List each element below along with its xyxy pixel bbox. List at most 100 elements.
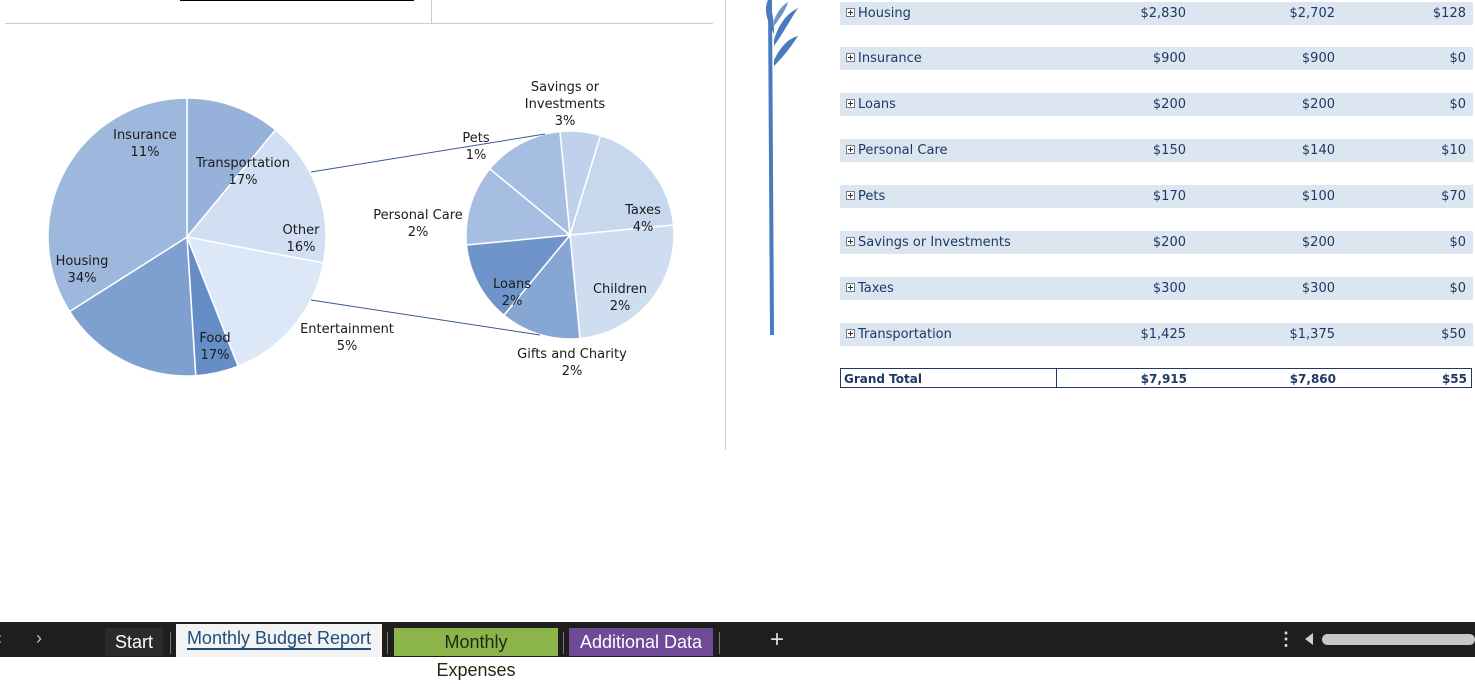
secondary-loans-label: Loans [493, 277, 531, 292]
pivot-row-taxes[interactable]: Taxes $300 $300 $0 [840, 277, 1473, 300]
row-label: Taxes [858, 281, 894, 296]
difference-value: $128 [1432, 6, 1466, 21]
budget-pie-chart[interactable]: Insurance 11% Transportation 17% Other 16% Ent… [0, 0, 725, 450]
main-housing-label: Housing [56, 254, 109, 269]
row-label: Personal Care [858, 143, 948, 158]
main-transportation-label: Transportation [195, 156, 290, 171]
pivot-row-pets[interactable]: Pets $170 $100 $70 [840, 185, 1473, 208]
header-cell-divider [431, 0, 432, 23]
expand-icon[interactable] [846, 329, 855, 338]
main-slice-insurance[interactable] [186, 97, 277, 240]
next-sheet-icon[interactable]: › [36, 628, 42, 648]
tab-monthly-budget-report[interactable]: Monthly Budget Report [176, 624, 382, 657]
difference-value: $50 [1441, 327, 1466, 342]
grand-total-label: Grand Total [844, 372, 922, 386]
main-insurance-percent: 11% [131, 145, 160, 160]
secondary-slice-loans[interactable] [465, 167, 572, 246]
row-label: Housing [858, 6, 911, 21]
secondary-slice-pets[interactable] [559, 130, 602, 236]
actual-value: $140 [1301, 143, 1335, 158]
expand-icon[interactable] [846, 191, 855, 200]
wheat-stalk-decoration [765, 0, 798, 335]
main-slice-transportation[interactable] [185, 128, 327, 264]
main-slice-housing[interactable] [47, 97, 188, 313]
projected-value: $200 [1152, 97, 1186, 112]
scroll-left-icon[interactable] [1305, 633, 1313, 645]
pivot-row-housing[interactable]: Housing $2,830 $2,702 $128 [840, 2, 1473, 25]
projected-value: $170 [1152, 189, 1186, 204]
main-food-label: Food [199, 331, 230, 346]
row-label: Loans [858, 97, 896, 112]
actual-value: $2,702 [1289, 6, 1336, 21]
expand-icon[interactable] [846, 237, 855, 246]
main-slice-food[interactable] [68, 235, 197, 377]
secondary-loans-percent: 2% [502, 294, 523, 309]
main-slice-other[interactable] [185, 236, 325, 368]
secondary-taxes-percent: 4% [633, 220, 654, 235]
secondary-gifts-and-charity-label: Gifts and Charity [517, 347, 627, 362]
actual-value: $1,375 [1289, 327, 1336, 342]
expand-icon[interactable] [846, 53, 855, 62]
pie-of-pie-chart: Insurance 11% Transportation 17% Other 16% Ent… [47, 80, 675, 379]
secondary-children-label: Children [593, 282, 647, 297]
header-underline [180, 0, 414, 1]
grand-total-actual: $7,860 [1289, 372, 1336, 386]
grand-total-row[interactable]: Grand Total $7,915 $7,860 $55 [840, 368, 1472, 388]
secondary-gifts-and-charity-percent: 2% [562, 364, 583, 379]
cell-border [1056, 369, 1057, 387]
actual-value: $200 [1301, 235, 1335, 250]
grand-total-difference: $55 [1441, 372, 1467, 386]
main-insurance-label: Insurance [113, 128, 177, 143]
tab-divider [170, 632, 171, 654]
horizontal-scrollbar[interactable] [1322, 634, 1475, 645]
secondary-children-percent: 2% [610, 299, 631, 314]
expand-icon[interactable] [846, 145, 855, 154]
prev-sheet-icon[interactable]: ‹ [0, 628, 2, 649]
secondary-savings-or-investments-label: Investments [525, 97, 606, 112]
projected-value: $200 [1152, 235, 1186, 250]
projected-value: $1,425 [1140, 327, 1187, 342]
main-other-label: Other [283, 223, 321, 238]
secondary-personal-care-label: Personal Care [373, 208, 463, 223]
tab-divider [563, 632, 564, 654]
pivot-row-savings[interactable]: Savings or Investments $200 $200 $0 [840, 231, 1473, 254]
tab-start[interactable]: Start [105, 628, 163, 656]
secondary-personal-care-percent: 2% [408, 225, 429, 240]
expand-icon[interactable] [846, 99, 855, 108]
sheet-tab-bar: ‹ › Start Monthly Budget Report Monthly … [0, 622, 1475, 680]
actual-value: $900 [1301, 51, 1335, 66]
projected-value: $900 [1152, 51, 1186, 66]
connector-line-top [310, 133, 546, 173]
secondary-pets-percent: 1% [466, 148, 487, 163]
secondary-slice-taxes[interactable] [569, 224, 675, 340]
difference-value: $70 [1441, 189, 1466, 204]
main-other-percent: 16% [287, 240, 316, 255]
actual-value: $100 [1301, 189, 1335, 204]
secondary-taxes-label: Taxes [624, 203, 661, 218]
projected-value: $150 [1152, 143, 1186, 158]
tab-monthly-expenses[interactable]: Monthly Expenses [394, 628, 558, 680]
actual-value: $300 [1301, 281, 1335, 296]
pivot-row-insurance[interactable]: Insurance $900 $900 $0 [840, 47, 1473, 70]
row-label: Pets [858, 189, 886, 204]
main-food-percent: 17% [201, 348, 230, 363]
expand-icon[interactable] [846, 283, 855, 292]
pivot-row-transportation[interactable]: Transportation $1,425 $1,375 $50 [840, 323, 1473, 346]
pivot-row-loans[interactable]: Loans $200 $200 $0 [840, 93, 1473, 116]
grand-total-projected: $7,915 [1140, 372, 1187, 386]
pivot-row-personal-care[interactable]: Personal Care $150 $140 $10 [840, 139, 1473, 162]
tab-additional-data[interactable]: Additional Data [569, 628, 713, 656]
tab-divider [719, 632, 720, 654]
row-label: Savings or Investments [858, 235, 1011, 250]
secondary-savings-or-investments-label: Savings or [531, 80, 600, 95]
more-options-icon[interactable]: ⋮ [1277, 629, 1295, 649]
projected-value: $2,830 [1140, 6, 1187, 21]
expand-icon[interactable] [846, 8, 855, 17]
secondary-slice-gifts-and-charity[interactable] [465, 234, 572, 317]
secondary-slice-personal-care[interactable] [488, 130, 571, 237]
add-sheet-icon[interactable]: + [770, 626, 785, 653]
difference-value: $10 [1441, 143, 1466, 158]
difference-value: $0 [1449, 51, 1466, 66]
secondary-slice-savings-or-investments[interactable] [568, 134, 675, 236]
connector-line-bottom [310, 299, 541, 336]
